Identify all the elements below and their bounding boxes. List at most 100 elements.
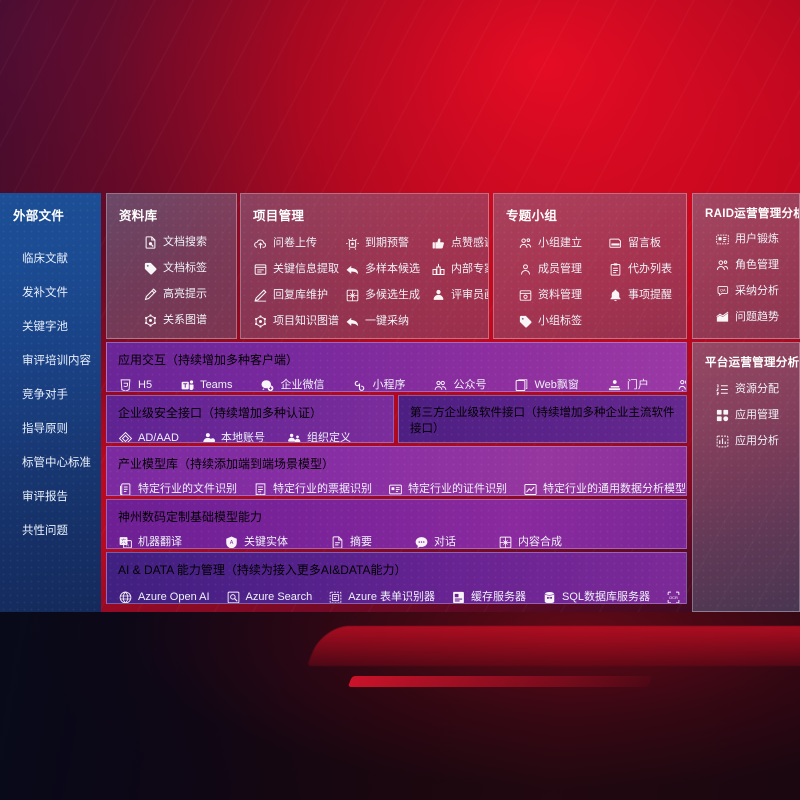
security-item-label: 本地账号: [220, 431, 265, 443]
project-item-expiry-alert[interactable]: 到期预警: [345, 231, 427, 255]
ai-item-cache-server[interactable]: 缓存服务器: [451, 586, 526, 603]
topic-item-group-tag[interactable]: 小组标签: [518, 309, 604, 333]
topic-items: 小组建立 留言板 成员管理 代办列表 资料管理: [506, 231, 674, 333]
sidebar-item-keyword-pool[interactable]: 关键字池: [22, 321, 68, 333]
library-item-highlight[interactable]: 高亮提示: [143, 282, 224, 306]
platform-item-resource-allocation[interactable]: 资源分配: [715, 377, 787, 401]
project-item-like-thanks[interactable]: 点赞感谢: [431, 231, 488, 255]
sidebar-item-clinical-literature[interactable]: 临床文献: [22, 253, 68, 265]
base-item-dialog[interactable]: 对话: [414, 531, 456, 548]
industry-item-id-recognition[interactable]: 特定行业的证件识别: [388, 478, 507, 495]
raid-item-label: 问题趋势: [735, 310, 779, 323]
library-item-document-classify[interactable]: 文档分类: [143, 334, 224, 338]
project-item-questionnaire-upload[interactable]: 问卷上传: [253, 231, 341, 255]
ai-item-azure-openai[interactable]: Azure Open AI: [118, 586, 210, 603]
archive-icon: [518, 288, 533, 303]
sidebar-item-standards-center[interactable]: 标管中心标准: [22, 457, 91, 469]
extract-icon: [253, 262, 268, 277]
raid-item-adoption-analysis[interactable]: QA 采纳分析: [715, 279, 787, 303]
security-item-org-definition[interactable]: 组织定义: [287, 427, 351, 443]
project-item-reply-library[interactable]: 回复库维护: [253, 283, 341, 307]
industry-item-receipt-recognition[interactable]: 特定行业的票据识别: [253, 478, 372, 495]
app-item-official-account[interactable]: 公众号: [433, 374, 486, 391]
ai-item-azure-search[interactable]: Azure Search: [226, 586, 312, 603]
band-base-title: 神州数码定制基础模型能力: [118, 510, 263, 524]
topic-item-todo-list[interactable]: 代办列表: [608, 257, 674, 281]
panel-topic-group: 专题小组 小组建立 留言板 成员管理 代办列表: [493, 193, 687, 339]
app-item-miniprogram[interactable]: 小程序: [352, 374, 406, 391]
topic-item-message-board[interactable]: 留言板: [608, 231, 674, 255]
group-add-icon: [518, 236, 533, 251]
sidebar-item-competitors[interactable]: 竞争对手: [22, 389, 68, 401]
base-item-label: 关键实体: [244, 535, 288, 548]
app-item-label: H5: [138, 378, 153, 391]
security-item-ad-aad[interactable]: AD/AAD: [118, 427, 179, 442]
project-item-reviewer-profile[interactable]: 评审员画像: [431, 283, 488, 307]
project-item-key-info-extract[interactable]: 关键信息提取: [253, 257, 341, 281]
topic-item-group-create[interactable]: 小组建立: [518, 231, 604, 255]
platform-item-app-management[interactable]: 应用管理: [715, 403, 787, 427]
ai-item-ocr[interactable]: OCR OCR: [666, 586, 686, 603]
svg-text:OCR: OCR: [669, 595, 678, 600]
library-item-label: 关系图谱: [163, 313, 207, 326]
raid-item-issue-trend[interactable]: 问题趋势: [715, 305, 787, 329]
project-item-label: 问卷上传: [273, 236, 317, 249]
app-item-label: 企业微信: [280, 378, 325, 391]
sidebar-item-guidelines[interactable]: 指导原则: [22, 423, 68, 435]
third-party-item-api-designer[interactable]: API自动化设计器: [410, 442, 522, 443]
band-third-party-interface: 第三方企业级软件接口（持续增加多种企业主流软件接口） API自动化设计器: [398, 395, 687, 443]
app-item-web-floating-window[interactable]: Web飘窗: [514, 374, 579, 391]
project-item-internal-expert-ranking[interactable]: 内部专家排名: [431, 257, 488, 281]
base-item-content-synthesis[interactable]: 内容合成: [498, 531, 562, 548]
sidebar-item-common-issues[interactable]: 共性问题: [22, 525, 68, 537]
sidebar-item-review-report[interactable]: 审评报告: [22, 491, 68, 503]
ai-item-label: 缓存服务器: [471, 590, 526, 603]
file-recognition-icon: [118, 482, 133, 495]
base-item-label: 摘要: [350, 535, 372, 548]
base-item-summary[interactable]: 摘要: [330, 531, 372, 548]
security-item-local-account[interactable]: 本地账号: [201, 427, 265, 443]
app-item-label: 小程序: [372, 378, 406, 391]
base-item-key-entity[interactable]: A 关键实体: [224, 531, 288, 548]
shield-diamond-icon: [118, 431, 133, 442]
project-item-project-knowledge-graph[interactable]: 项目知识图谱: [253, 309, 341, 333]
base-item-label: 机器翻译: [138, 535, 182, 548]
project-item-multi-candidate-generate[interactable]: 多候选生成: [345, 283, 427, 307]
svg-text:A: A: [230, 540, 234, 546]
band-industry-title: 产业模型库（持续添加端到端场景模型）: [118, 457, 335, 471]
raid-item-role-management[interactable]: 角色管理: [715, 253, 787, 277]
band-ai-data: AI & DATA 能力管理（持续为接入更多AI&DATA能力） Azure O…: [106, 552, 687, 604]
topic-item-event-reminder[interactable]: 事项提醒: [608, 283, 674, 307]
platform-item-app-analysis[interactable]: 应用分析: [715, 429, 787, 453]
app-item-wecom[interactable]: 企业微信: [260, 374, 325, 391]
topic-item-label: 小组建立: [538, 236, 582, 249]
sidebar-item-review-training[interactable]: 审评培训内容: [22, 355, 91, 367]
ai-item-sql-database-server[interactable]: SQL数据库服务器: [542, 586, 650, 603]
data-analysis-icon: [523, 482, 538, 496]
tag-icon: [143, 261, 158, 276]
library-item-document-tag[interactable]: 文档标签: [143, 256, 224, 280]
background-streak: [347, 676, 653, 687]
library-item-document-search[interactable]: 文档搜索: [143, 230, 224, 254]
project-item-multi-sample-candidate[interactable]: 多样本候选: [345, 257, 427, 281]
app-item-teams[interactable]: Teams: [180, 374, 232, 391]
ai-item-label: Azure Open AI: [138, 590, 210, 603]
industry-item-file-recognition[interactable]: 特定行业的文件识别: [118, 478, 237, 495]
ranking-bars-icon: [431, 262, 446, 277]
org-definition-icon: [287, 431, 302, 443]
topic-item-material-management[interactable]: 资料管理: [518, 283, 604, 307]
library-item-relation-graph[interactable]: 关系图谱: [143, 308, 224, 332]
app-item-dialog[interactable]: 对话: [677, 374, 686, 391]
industry-item-data-analysis-model[interactable]: 特定行业的通用数据分析模型: [523, 478, 686, 496]
industry-item-label: 特定行业的票据识别: [273, 482, 372, 495]
clipboard-icon: [608, 262, 623, 277]
app-item-h5[interactable]: H5: [118, 374, 153, 391]
raid-item-user-terminal[interactable]: 用户锻炼: [715, 227, 787, 251]
sidebar-item-supplement-files[interactable]: 发补文件: [22, 287, 68, 299]
app-item-portal[interactable]: 门户: [607, 374, 649, 391]
ai-item-form-recognizer[interactable]: Azure 表单识别器: [328, 586, 435, 603]
project-item-one-click-adopt[interactable]: 一键采纳: [345, 309, 427, 333]
topic-item-label: 代办列表: [628, 262, 672, 275]
topic-item-member-management[interactable]: 成员管理: [518, 257, 604, 281]
